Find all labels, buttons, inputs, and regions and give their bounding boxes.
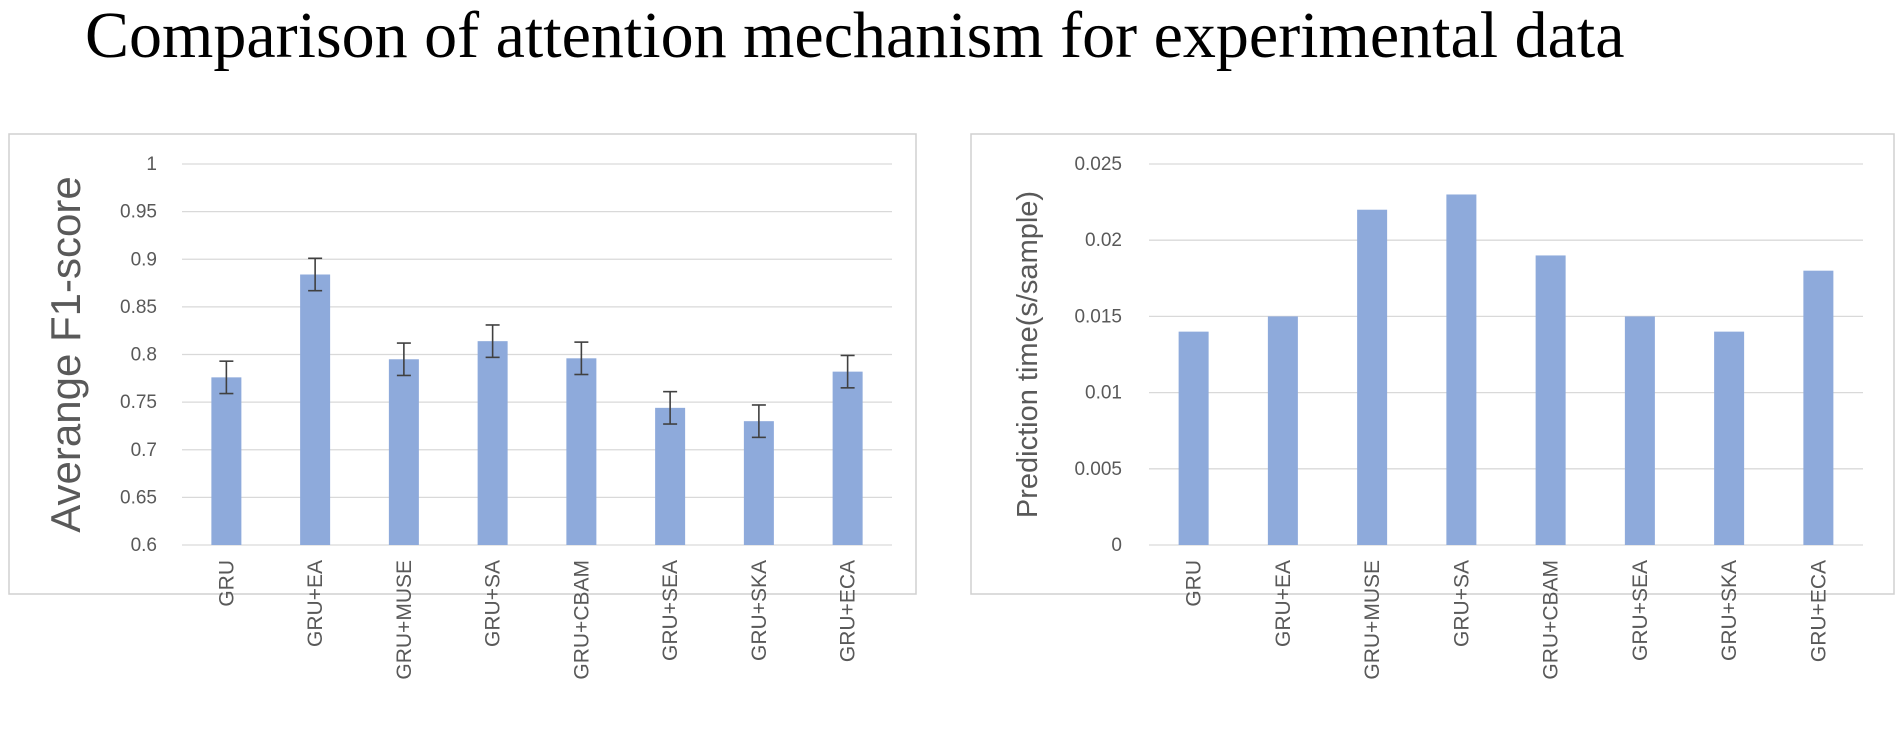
x-category-label: GRU+SKA [1718,560,1741,661]
bar [1535,255,1566,545]
x-category-label: GRU+ECA [1807,560,1830,662]
chart-frame [970,133,1895,595]
y-tick-label: 0.01 [1085,383,1122,404]
bar [300,274,331,545]
x-category-label: GRU+SEA [1629,560,1652,661]
y-tick-label: 0.02 [1085,230,1122,251]
x-category-label: GRU+SA [482,560,505,647]
x-category-label: GRU+CBAM [1540,560,1563,680]
bar [388,359,419,545]
bar [1624,316,1655,545]
y-tick-label: 0.6 [131,535,157,556]
y-tick-label: 0.8 [131,345,157,366]
bar [1803,270,1834,545]
bar [832,371,863,545]
y-axis-title: Prediction time(s/sample) [1012,191,1044,518]
x-category-label: GRU+ECA [837,560,860,662]
bar [1267,316,1298,545]
x-category-label: GRU+EA [1272,560,1295,647]
y-axis-title: Averange F1-score [42,176,89,532]
bar [1178,331,1209,545]
bar [1357,209,1388,545]
bar [477,341,508,545]
x-category-label: GRU+SEA [659,560,682,661]
y-tick-label: 0.015 [1074,306,1122,327]
y-tick-label: 0.005 [1074,459,1122,480]
y-tick-label: 0.7 [131,440,157,461]
f1-score-chart: 0.6 0.65 0.7 0.75 0.8 0.85 0.9 0.95 1 Averange F1… [8,133,917,680]
y-tick-label: 0.65 [120,487,157,508]
y-tick-label: 0.85 [120,297,157,318]
y-tick-label: 0.9 [131,249,157,270]
figure-title: Comparison of attention mechanism for ex… [85,0,1625,72]
x-category-label: GRU+CBAM [570,560,593,680]
y-tick-label: 0.75 [120,392,157,413]
bar [743,421,774,545]
y-tick-label: 0 [1111,535,1122,556]
y-tick-label: 0.025 [1074,154,1122,175]
prediction-time-chart: 0 0.005 0.01 0.015 0.02 0.025 Prediction time(… [970,133,1895,680]
x-category-label: GRU+MUSE [393,560,416,680]
bar [211,377,242,545]
bar [655,407,686,545]
bar [1446,194,1477,546]
x-category-label: GRU [215,560,238,607]
bar [1714,331,1745,545]
x-category-label: GRU+MUSE [1361,560,1384,680]
y-tick-label: 1 [146,154,157,175]
y-tick-label: 0.95 [120,202,157,223]
x-category-label: GRU+SKA [748,560,771,661]
x-category-label: GRU+EA [304,560,327,647]
bar [566,358,597,545]
x-category-label: GRU+SA [1450,560,1473,647]
x-category-label: GRU [1183,560,1206,607]
